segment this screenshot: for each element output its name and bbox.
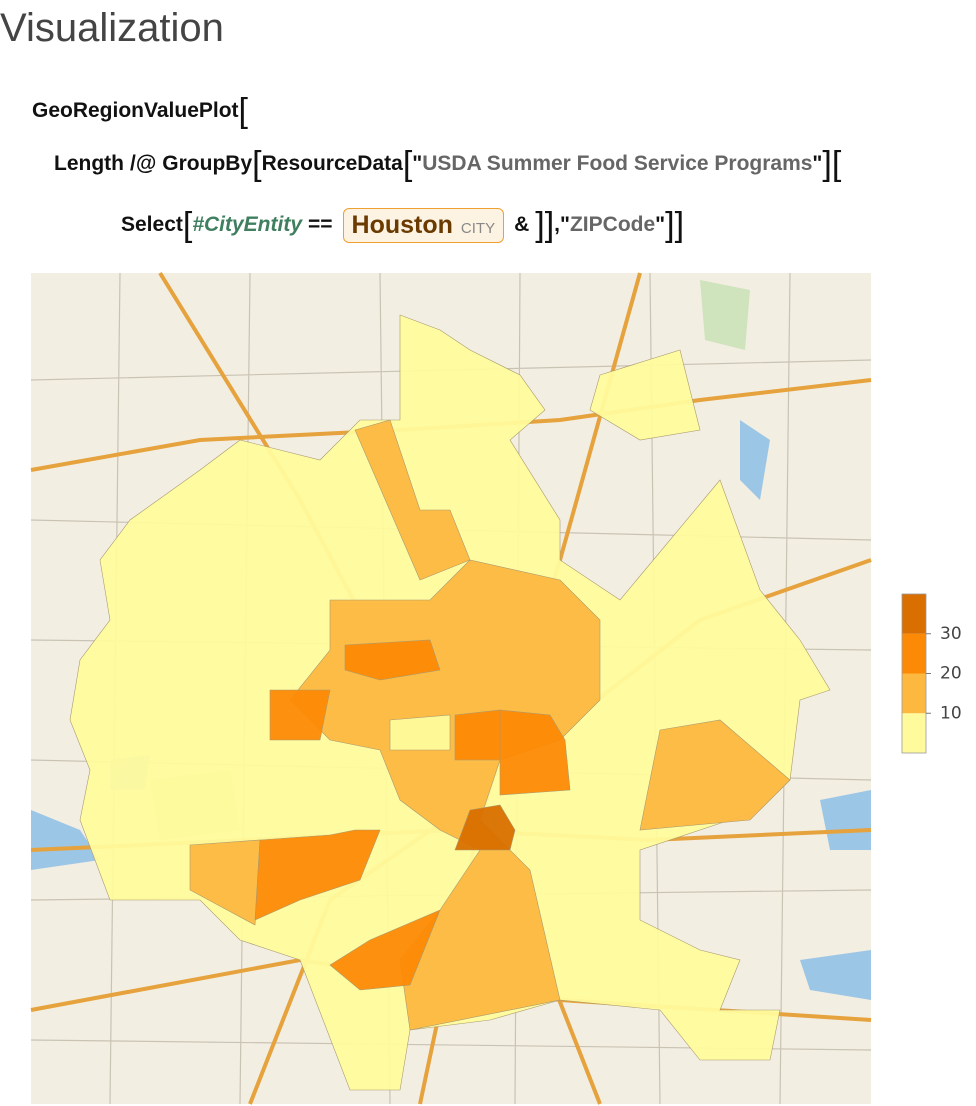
token-text: " [412, 152, 423, 175]
code-token: ResourceData [262, 152, 403, 176]
token-text: /@ [129, 152, 157, 175]
token-text: ][ [822, 145, 842, 183]
token-text: [ [252, 145, 262, 183]
code-token: " [560, 213, 570, 237]
code-token: ZIPCode [570, 213, 655, 237]
code-line: GeoRegionValuePlot[ [32, 91, 248, 131]
token-text: ZIPCode [569, 213, 656, 236]
legend: 10 20 30 [901, 593, 962, 754]
code-token: GeoRegionValuePlot [32, 99, 239, 123]
section-heading: Visualization [0, 6, 224, 50]
token-text: Length [54, 152, 124, 175]
zip-regions [69, 314, 831, 1091]
code-token: [ [252, 147, 261, 181]
code-token: " [812, 152, 822, 176]
token-text: Select [121, 213, 183, 236]
code-token: [ [403, 147, 412, 181]
code-token: #CityEntity [192, 213, 302, 237]
token-text: == [308, 213, 333, 236]
code-line: Select[#CityEntity == Houston CITY &]], " ZIPC… [121, 205, 684, 245]
token-text: USDA Summer Food Service Programs [422, 152, 813, 175]
legend-tick-label: 10 [940, 703, 962, 723]
code-token: GroupBy [162, 152, 252, 176]
token-text: , [554, 213, 561, 236]
legend-swatch [902, 594, 926, 634]
code-token: /@ [130, 152, 156, 176]
code-token: & [514, 213, 529, 237]
code-token: " [655, 213, 665, 237]
code-token[interactable]: Houston CITY [342, 207, 505, 243]
code-token: " [412, 152, 422, 176]
token-text: " [655, 213, 666, 236]
legend-swatch [902, 633, 926, 674]
token-text: & [514, 213, 530, 236]
entity-type: CITY [460, 219, 496, 237]
code-token: USDA Summer Food Service Programs [422, 152, 812, 176]
token-text: [ [238, 92, 248, 130]
code-token: ][ [822, 147, 841, 181]
code-token: , [554, 213, 560, 237]
token-text: GroupBy [162, 152, 253, 175]
legend-tick-label: 20 [940, 664, 962, 684]
code-token: Length [54, 152, 124, 176]
token-text: ]] [665, 206, 685, 244]
code-line: Length/@ GroupBy[ResourceData[" USDA Summe… [54, 144, 841, 184]
token-text: [ [402, 145, 413, 183]
token-text: #CityEntity [192, 213, 303, 236]
code-token: [ [183, 208, 192, 242]
token-text: ResourceData [261, 152, 403, 175]
legend-swatch [902, 673, 926, 714]
code-token: Select [121, 213, 183, 237]
code-token: ]] [665, 208, 684, 242]
token-text: " [812, 152, 823, 175]
token-text: Houston [351, 210, 453, 239]
code-token: == [308, 213, 333, 237]
legend-swatch [902, 713, 926, 753]
token-text: ]] [535, 206, 555, 244]
code-token: ]] [535, 208, 554, 242]
legend-tick-label: 30 [940, 624, 962, 644]
token-text: [ [182, 206, 193, 244]
code-token: [ [239, 94, 248, 128]
token-text: GeoRegionValuePlot [32, 99, 239, 122]
token-text: " [560, 213, 570, 236]
